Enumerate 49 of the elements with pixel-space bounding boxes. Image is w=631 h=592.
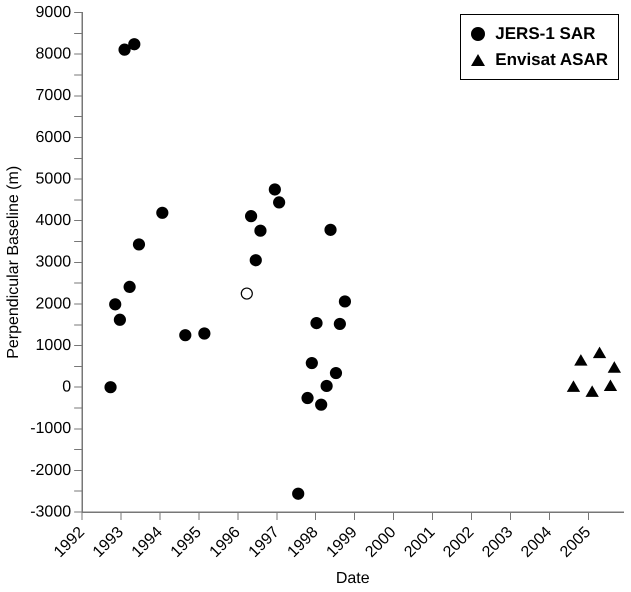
point <box>608 362 621 373</box>
point <box>273 196 286 208</box>
point <box>124 280 136 293</box>
point <box>254 224 267 237</box>
y-tick-label: 7000 <box>36 87 72 104</box>
y-tick-label: 1000 <box>36 336 72 354</box>
point <box>604 380 617 392</box>
point <box>156 206 168 219</box>
point <box>104 381 117 394</box>
y-tick-label: 5000 <box>36 170 72 188</box>
point <box>114 314 126 326</box>
point <box>301 392 314 404</box>
point <box>132 238 146 251</box>
point <box>324 224 337 236</box>
point <box>268 183 281 196</box>
point <box>567 380 580 392</box>
y-axis-title: Perpendicular Baseline (m) <box>5 166 22 359</box>
y-tick-label: -2000 <box>30 462 72 479</box>
point <box>586 386 598 397</box>
y-tick-label: 4000 <box>36 212 72 230</box>
point <box>315 398 328 411</box>
y-tick-label: -1000 <box>30 420 72 438</box>
point <box>109 298 122 310</box>
point <box>593 347 606 358</box>
point <box>198 327 210 340</box>
y-tick-label: 0 <box>62 378 72 396</box>
point <box>330 366 342 380</box>
legend-label: JERS-1 SAR <box>495 23 596 45</box>
y-tick-label: 9000 <box>36 4 72 22</box>
point <box>292 488 304 500</box>
x-axis-title: Date <box>336 570 370 587</box>
point <box>250 254 262 266</box>
y-tick-label: 3000 <box>36 254 72 271</box>
point <box>334 318 346 330</box>
y-tick-label: 8000 <box>36 46 72 63</box>
point <box>338 295 352 308</box>
point <box>306 356 318 370</box>
point <box>310 316 323 330</box>
point <box>240 287 253 300</box>
y-tick-label: 6000 <box>36 128 72 146</box>
point <box>179 329 192 342</box>
point <box>320 380 333 392</box>
y-tick-label: -3000 <box>30 503 72 520</box>
point <box>118 44 131 56</box>
legend-label: Envisat ASAR <box>495 49 608 71</box>
point <box>128 38 140 50</box>
point <box>244 210 258 222</box>
y-tick-label: 2000 <box>36 295 72 312</box>
point <box>574 354 588 366</box>
